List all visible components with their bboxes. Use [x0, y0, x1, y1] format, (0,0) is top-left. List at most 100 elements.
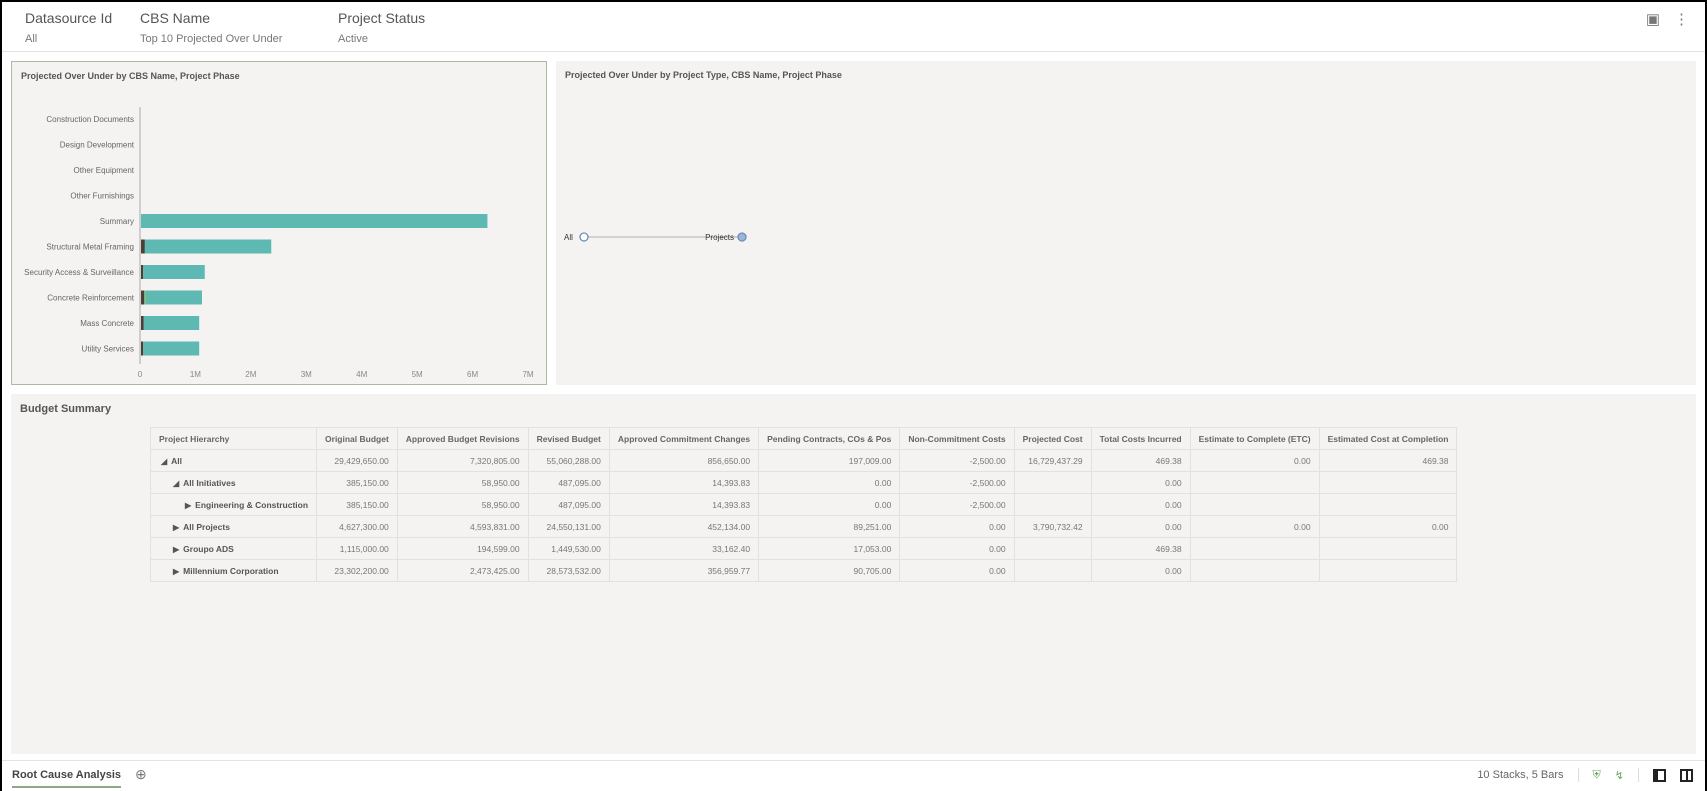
bar-segment[interactable]: [141, 265, 144, 279]
bar-segment[interactable]: [141, 214, 488, 228]
panel-title: Budget Summary: [20, 403, 112, 415]
presentation-icon[interactable]: ▣: [1645, 11, 1660, 28]
table-row: ▶ Millennium Corporation 23,302,200.00 2,47…: [149, 559, 1458, 582]
filter-project-status[interactable]: Project Status Active: [338, 10, 425, 45]
chart-panel-cbs[interactable]: Projected Over Under by CBS Name, Projec…: [11, 61, 547, 385]
row-label: Millennium Corporation: [183, 565, 279, 576]
expand-icon[interactable]: ▶: [173, 522, 180, 532]
filter-datasource-id[interactable]: Datasource Id All: [25, 10, 112, 45]
table-cell: 89,251.00: [758, 515, 901, 538]
divider: [1638, 768, 1639, 782]
column-header[interactable]: Approved Commitment Changes: [608, 427, 760, 450]
hierarchy-cell[interactable]: ◢ All: [149, 449, 318, 472]
table-cell: 0.00: [899, 559, 1015, 582]
table-cell: 0.00: [1318, 515, 1458, 538]
right-panel-toggle-icon[interactable]: [1680, 768, 1693, 782]
bar-segment[interactable]: [141, 290, 145, 305]
bar-segment[interactable]: [141, 239, 145, 254]
table-cell: [1318, 471, 1458, 494]
x-tick-label: 2M: [245, 370, 256, 379]
category-label: Other Furnishings: [70, 192, 134, 201]
table-cell: 469.38: [1090, 449, 1191, 472]
hierarchy-cell[interactable]: ▶ Engineering & Construction: [149, 493, 318, 516]
table-cell: -2,500.00: [899, 471, 1015, 494]
column-header[interactable]: Estimated Cost at Completion: [1318, 427, 1458, 450]
table-cell: 452,134.00: [608, 515, 760, 538]
collapse-icon[interactable]: ◢: [161, 456, 168, 466]
column-header[interactable]: Approved Budget Revisions: [396, 427, 529, 450]
row-label: All: [171, 455, 183, 466]
filter-label: Project Status: [338, 10, 426, 26]
bar-segment[interactable]: [143, 341, 200, 356]
table-cell: [1189, 537, 1320, 560]
node-all[interactable]: [579, 232, 589, 242]
hierarchy-cell[interactable]: ▶ Millennium Corporation: [149, 559, 318, 582]
hierarchy-cell[interactable]: ◢ All Initiatives: [149, 471, 318, 494]
column-header[interactable]: Total Costs Incurred: [1090, 427, 1191, 450]
category-label: Utility Services: [82, 345, 134, 354]
table-cell: 55,060,288.00: [527, 449, 610, 472]
table-cell: 194,599.00: [396, 537, 529, 560]
expand-icon[interactable]: ▶: [185, 500, 192, 510]
bar-segment[interactable]: [145, 290, 202, 305]
column-header[interactable]: Project Hierarchy: [149, 427, 318, 450]
table-cell: 197,009.00: [758, 449, 901, 472]
table-cell: [1013, 559, 1092, 582]
collapse-icon[interactable]: ◢: [173, 478, 180, 488]
filter-cbs-name[interactable]: CBS Name Top 10 Projected Over Under: [140, 10, 282, 45]
bar-segment[interactable]: [144, 239, 272, 254]
bolt-icon[interactable]: ↯: [1614, 769, 1624, 782]
column-header[interactable]: Non-Commitment Costs: [899, 427, 1015, 450]
filter-label: CBS Name: [140, 10, 211, 26]
table-cell: [1318, 493, 1458, 516]
row-label: Engineering & Construction: [195, 499, 309, 510]
column-header[interactable]: Pending Contracts, COs & Pos: [758, 427, 901, 450]
table-cell: 58,950.00: [396, 471, 529, 494]
table-cell: 1,449,530.00: [527, 537, 610, 560]
status-text: 10 Stacks, 5 Bars: [1477, 769, 1564, 781]
row-label: All Initiatives: [183, 477, 236, 488]
table-row: ◢ All Initiatives 385,150.00 58,950.00 487,0…: [149, 471, 1458, 494]
category-label: Other Equipment: [74, 166, 135, 175]
table-row: ▶ Groupo ADS 1,115,000.00 194,599.00 1,449,5…: [149, 537, 1458, 560]
add-tab-icon[interactable]: ⊕: [135, 766, 147, 782]
hierarchy-cell[interactable]: ▶ All Projects: [149, 515, 318, 538]
table-cell: 4,627,300.00: [316, 515, 398, 538]
column-header[interactable]: Projected Cost: [1013, 427, 1092, 450]
expand-icon[interactable]: ▶: [173, 544, 180, 554]
more-vertical-icon[interactable]: ⋮: [1674, 11, 1689, 28]
expand-icon[interactable]: ▶: [173, 566, 180, 576]
tree-chart: All Projects: [564, 232, 747, 242]
node-projects[interactable]: [737, 232, 747, 242]
chart-panel-project-type[interactable]: Projected Over Under by Project Type, CB…: [556, 61, 1696, 385]
bar-segment[interactable]: [143, 316, 200, 330]
left-panel-toggle-icon[interactable]: [1653, 768, 1666, 782]
row-label: All Projects: [183, 521, 230, 532]
table-cell: 29,429,650.00: [316, 449, 398, 472]
bar-segment[interactable]: [141, 316, 144, 330]
row-label: Groupo ADS: [183, 543, 234, 554]
bar-segment[interactable]: [141, 341, 144, 356]
column-header[interactable]: Original Budget: [316, 427, 398, 450]
chart-title: Projected Over Under by CBS Name, Projec…: [21, 71, 240, 81]
category-label: Construction Documents: [46, 115, 134, 124]
divider: [1577, 768, 1579, 782]
bar-segment[interactable]: [143, 265, 205, 279]
table-cell: 0.00: [1189, 449, 1320, 472]
table-cell: 0.00: [1090, 493, 1191, 516]
column-header[interactable]: Revised Budget: [527, 427, 610, 450]
x-tick-label: 1M: [190, 370, 201, 379]
column-header[interactable]: Estimate to Complete (ETC): [1189, 427, 1320, 450]
table-cell: [1189, 471, 1320, 494]
hierarchy-cell[interactable]: ▶ Groupo ADS: [149, 537, 318, 560]
filter-bar: Datasource Id All CBS Name Top 10 Projecte…: [2, 2, 1705, 52]
tab-root-cause-analysis[interactable]: Root Cause Analysis: [12, 769, 122, 788]
x-tick-label: 0: [138, 370, 143, 379]
table-cell: [1318, 537, 1458, 560]
table-cell: 0.00: [758, 493, 901, 516]
shield-icon[interactable]: ⛨: [1592, 768, 1601, 781]
table-cell: 17,053.00: [758, 537, 901, 560]
bar-segment[interactable]: [144, 290, 146, 305]
table-row: ▶ Engineering & Construction 385,150.00 58,…: [149, 493, 1458, 516]
budget-table: Project Hierarchy Original Budget Approved…: [149, 427, 1458, 582]
